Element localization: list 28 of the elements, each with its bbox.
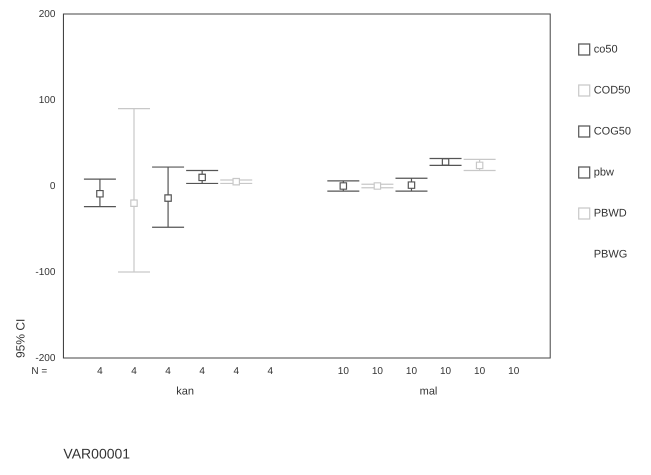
y-tick-label: -100 bbox=[35, 266, 56, 278]
y-tick-label: 0 bbox=[50, 180, 56, 192]
legend-label: COD50 bbox=[594, 84, 630, 97]
text: 10 bbox=[474, 366, 486, 377]
text: 10 bbox=[338, 366, 350, 377]
text: 4 bbox=[131, 366, 138, 377]
y-tick-label: -200 bbox=[35, 352, 56, 364]
legend-label: pbw bbox=[594, 166, 614, 179]
x-tick-label: kan bbox=[176, 386, 194, 398]
x-axis-title: VAR00001 bbox=[63, 445, 130, 462]
y-axis-title: 95% CI bbox=[14, 318, 28, 358]
text: 10 bbox=[372, 366, 384, 377]
text: 4 bbox=[165, 366, 172, 377]
text: 4 bbox=[233, 366, 240, 377]
text: 10 bbox=[508, 366, 520, 377]
x-tick-label: mal bbox=[420, 386, 438, 398]
text: 4 bbox=[199, 366, 206, 377]
legend-label: PBWD bbox=[594, 208, 627, 220]
text: 10 bbox=[440, 366, 452, 377]
text: PBWG bbox=[594, 248, 628, 261]
text: 4 bbox=[97, 366, 104, 377]
text: 10 bbox=[406, 366, 418, 377]
y-tick-label: 200 bbox=[38, 8, 56, 20]
text: 4 bbox=[268, 366, 274, 377]
legend-label: co50 bbox=[594, 44, 618, 56]
legend-label: COG50 bbox=[594, 126, 632, 138]
text: N = bbox=[31, 366, 48, 377]
y-tick-label: 100 bbox=[38, 94, 56, 106]
